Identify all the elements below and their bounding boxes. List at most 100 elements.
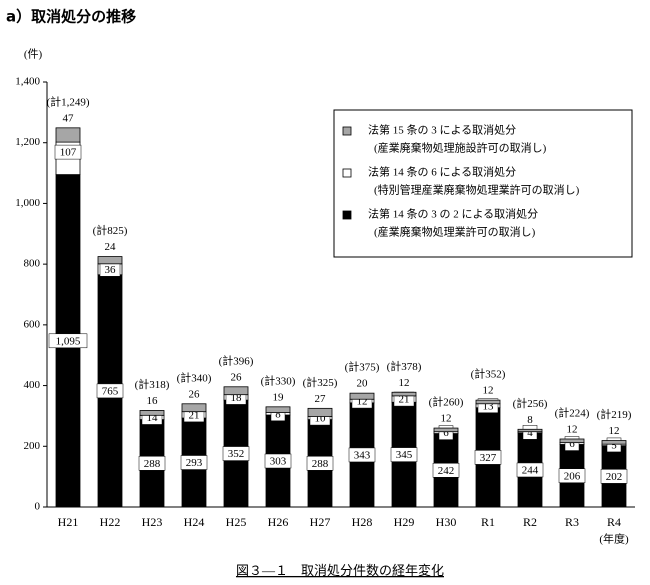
y-tick-label: 0 [35, 501, 41, 513]
bar-segment [433, 427, 459, 433]
x-unit: (年度) [599, 532, 629, 546]
bar-segment [307, 407, 333, 417]
value-label: 343 [354, 449, 371, 461]
total-label: (計340) [177, 370, 212, 384]
y-unit: (件) [24, 48, 43, 61]
value-label: 13 [483, 400, 495, 412]
value-label: 1,095 [56, 335, 81, 347]
y-tick-label: 1,000 [15, 197, 40, 209]
value-label: 26 [189, 388, 201, 400]
legend-label: 法第 14 条の 6 による取消処分 [368, 165, 516, 179]
value-label: 27 [315, 393, 327, 405]
value-label: 765 [102, 385, 119, 397]
value-label-box [180, 455, 208, 470]
value-label: 6 [443, 427, 449, 439]
value-label: 12 [441, 413, 452, 425]
value-label: 4 [527, 427, 533, 439]
caption: 図３—１ 取消処分件数の経年変化 [236, 563, 444, 578]
legend-note: (特別管理産業廃棄物処理業許可の取消し) [374, 183, 580, 197]
x-tick-label: H27 [310, 515, 331, 529]
value-label-box [96, 383, 124, 399]
legend-label: 法第 14 条の 3 の 2 による取消処分 [368, 207, 538, 221]
value-label: 20 [357, 378, 369, 390]
total-label: (計825) [93, 223, 128, 237]
value-label-box [474, 450, 502, 465]
x-tick-label: H25 [226, 515, 247, 529]
value-label: 12 [609, 425, 620, 437]
x-tick-label: R3 [565, 515, 579, 529]
total-label: (計352) [471, 367, 506, 381]
x-tick-label: H24 [184, 515, 205, 529]
total-label: (計256) [513, 396, 548, 410]
value-label: 26 [231, 371, 243, 383]
bar-segment [223, 386, 249, 396]
value-label: 288 [144, 458, 161, 470]
value-label: 8 [275, 408, 281, 420]
bar-segment [181, 403, 207, 413]
total-label: (計219) [597, 407, 632, 421]
chart-title: a）取消処分の推移 [6, 8, 136, 26]
value-label-box [516, 462, 544, 478]
legend-swatch [342, 126, 352, 136]
x-tick-label: H26 [268, 515, 289, 529]
legend-label: 法第 15 条の 3 による取消処分 [368, 123, 516, 137]
y-tick-label: 600 [24, 318, 41, 330]
value-label-box [432, 463, 460, 478]
x-tick-label: R2 [523, 515, 537, 529]
legend-note: (産業廃棄物処理業許可の取消し) [374, 225, 536, 239]
x-tick-label: H30 [436, 515, 457, 529]
value-label: 242 [438, 465, 455, 477]
value-label: 12 [357, 396, 368, 408]
bar-segment [601, 440, 627, 445]
total-label: (計396) [219, 353, 254, 367]
bar-segment [391, 391, 417, 397]
x-tick-label: H21 [58, 515, 79, 529]
y-tick-label: 200 [24, 440, 41, 452]
x-tick-label: H29 [394, 515, 415, 529]
x-tick-label: H22 [100, 515, 121, 529]
legend-box [333, 109, 633, 258]
bar-segment [265, 406, 291, 413]
total-label: (計375) [345, 360, 380, 374]
bar-segment [55, 127, 81, 143]
bar-segment [517, 428, 543, 433]
y-tick-label: 1,200 [15, 136, 40, 148]
value-label-box [600, 469, 628, 484]
value-label: 345 [396, 449, 413, 461]
y-tick-label: 1,400 [15, 76, 40, 88]
x-tick-label: R1 [481, 515, 495, 529]
value-label: 107 [60, 147, 77, 159]
value-label-box [138, 456, 166, 471]
value-label-box [522, 425, 538, 440]
value-label: 18 [231, 392, 243, 404]
x-tick-label: H23 [142, 515, 163, 529]
legend-swatch [342, 168, 352, 178]
value-label-box [48, 333, 88, 349]
value-label: 12 [399, 377, 410, 389]
total-label: (計260) [429, 395, 464, 409]
value-label: 36 [105, 264, 117, 276]
total-label: (計318) [135, 377, 170, 391]
total-label: (計378) [387, 359, 422, 373]
bar-segment [97, 256, 123, 265]
value-label: 12 [483, 385, 494, 397]
value-label: 6 [569, 438, 575, 450]
value-label: 206 [564, 470, 581, 482]
bar-segment [349, 392, 375, 400]
value-label: 19 [273, 391, 285, 403]
x-tick-label: H28 [352, 515, 373, 529]
value-label: 14 [147, 412, 159, 424]
value-label: 352 [228, 448, 245, 460]
total-label: (計325) [303, 375, 338, 389]
total-label: (計1,249) [46, 94, 89, 108]
x-tick-label: R4 [607, 515, 621, 529]
value-label: 288 [312, 458, 329, 470]
value-label-box [390, 447, 418, 462]
y-tick-label: 400 [24, 379, 41, 391]
bar-segment [139, 410, 165, 416]
value-label: 24 [105, 241, 117, 253]
bar-segment [559, 438, 585, 444]
value-label: 327 [480, 452, 497, 464]
value-label-box [306, 456, 334, 471]
